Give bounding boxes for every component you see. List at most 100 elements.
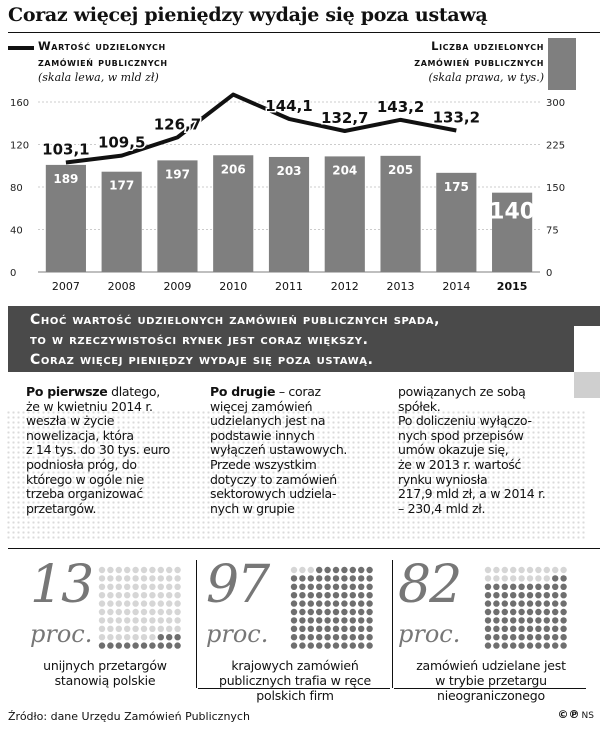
dot-filled <box>358 600 365 607</box>
dot-empty <box>166 575 173 582</box>
dot-filled <box>526 625 534 632</box>
dot-filled <box>526 617 534 624</box>
dot-filled <box>299 592 306 599</box>
dot-filled <box>332 617 340 624</box>
left-tick-label: 80 <box>10 183 23 194</box>
dot-empty <box>107 592 114 599</box>
dot-empty <box>149 608 156 616</box>
dot-filled <box>316 583 323 590</box>
dot-filled <box>535 634 542 641</box>
dot-filled <box>366 600 373 607</box>
stats-divider <box>8 548 600 549</box>
dot-empty <box>166 583 173 590</box>
dot-empty <box>501 575 508 582</box>
banner-line-3: Coraz więcej pieniędzy wydaje się poza u… <box>30 352 374 368</box>
bar-value-label: 203 <box>276 164 301 178</box>
dot-empty <box>132 583 139 590</box>
col1-line: podniosła próg, do <box>26 456 137 472</box>
dot-filled <box>518 642 525 649</box>
bar <box>157 160 198 272</box>
dot-filled <box>510 634 517 641</box>
dot-filled <box>341 634 348 641</box>
col3-line: 217,9 mld zł, a w 2014 r. <box>398 486 546 502</box>
dot-empty <box>132 634 139 641</box>
dot-filled <box>484 592 492 599</box>
dot-filled <box>518 634 525 641</box>
stat-2-number: 97 <box>206 555 270 615</box>
dot-filled <box>518 592 525 599</box>
dot-empty <box>132 566 139 574</box>
dot-filled <box>332 625 340 632</box>
legend-line-marker <box>8 46 34 50</box>
dot-filled <box>324 592 331 599</box>
text-column-3: powiązanych ze sobą spółek. Po doliczeni… <box>398 384 578 516</box>
dot-empty <box>115 634 122 641</box>
dot-empty <box>107 608 114 616</box>
dot-filled <box>316 634 323 641</box>
stat-divider-2 <box>392 560 393 688</box>
dot-empty <box>174 566 181 574</box>
dot-filled <box>115 642 122 649</box>
right-tick-label: 150 <box>546 183 565 194</box>
dot-filled <box>484 608 492 616</box>
combo-chart: 0 40 80 120 160 0 75 150 225 300 189 177 197 206 203 20… <box>10 90 565 293</box>
banner-shadow <box>574 372 600 398</box>
stat-2-desc: krajowych zamówień publicznych trafia w … <box>200 658 390 703</box>
dot-filled <box>341 625 348 632</box>
dot-filled <box>484 625 492 632</box>
col2-line: dotyczy to zamówień <box>210 471 337 487</box>
dot-empty <box>174 600 181 607</box>
dot-filled <box>341 600 348 607</box>
stat-3-desc-line: zamówień udzielane jest <box>416 658 566 673</box>
col3-line: powiązanych ze sobą <box>398 384 526 399</box>
dot-filled <box>324 583 331 590</box>
dot-filled <box>493 617 500 624</box>
dot-filled <box>307 583 314 590</box>
dot-filled <box>332 634 340 641</box>
dot-filled <box>140 642 148 649</box>
dot-filled <box>510 608 517 616</box>
dot-filled <box>366 617 373 624</box>
col2-lead: Po drugie <box>210 384 276 399</box>
col1-line: którego w ogóle nie <box>26 471 144 487</box>
bar <box>324 156 365 272</box>
dot-empty <box>107 625 114 632</box>
bar-value-label: 175 <box>444 180 469 194</box>
dot-empty <box>115 600 122 607</box>
dot-filled <box>349 583 356 590</box>
dot-filled <box>535 642 542 649</box>
dot-filled <box>358 592 365 599</box>
dot-filled <box>552 642 559 649</box>
legend-right: Liczba udzielonych zamówień publicznych … <box>324 38 544 86</box>
x-tick-label: 2012 <box>331 280 359 293</box>
stat-3-desc-line: w trybie przetargu <box>435 673 547 688</box>
dot-filled <box>560 583 567 590</box>
col2-line: więcej zamówień <box>210 398 313 414</box>
dot-filled <box>307 592 314 599</box>
dot-empty <box>290 566 298 574</box>
dot-filled <box>366 566 373 574</box>
dot-empty <box>157 625 164 632</box>
col1-line: weszła w życie <box>26 413 115 429</box>
dot-filled <box>332 592 340 599</box>
dot-filled <box>552 608 559 616</box>
dot-filled <box>341 608 348 616</box>
dot-filled <box>166 642 173 649</box>
col2-line: nych w grupie <box>210 500 295 516</box>
dot-empty <box>98 634 106 641</box>
dot-empty <box>115 625 122 632</box>
dot-filled <box>535 608 542 616</box>
dot-filled <box>552 592 559 599</box>
dot-empty <box>98 566 106 574</box>
dot-empty <box>510 566 517 574</box>
stat-1-number: 13 <box>30 555 94 615</box>
dot-empty <box>501 566 508 574</box>
dot-empty <box>132 608 139 616</box>
stat-1-desc-line: stanowią polskie <box>54 673 156 688</box>
dot-filled <box>341 642 348 649</box>
left-tick-label: 120 <box>10 141 29 152</box>
dot-filled <box>543 625 550 632</box>
dot-filled <box>543 592 550 599</box>
col1-line: z 14 tys. do 30 tys. euro <box>26 442 170 458</box>
dot-empty <box>543 566 550 574</box>
